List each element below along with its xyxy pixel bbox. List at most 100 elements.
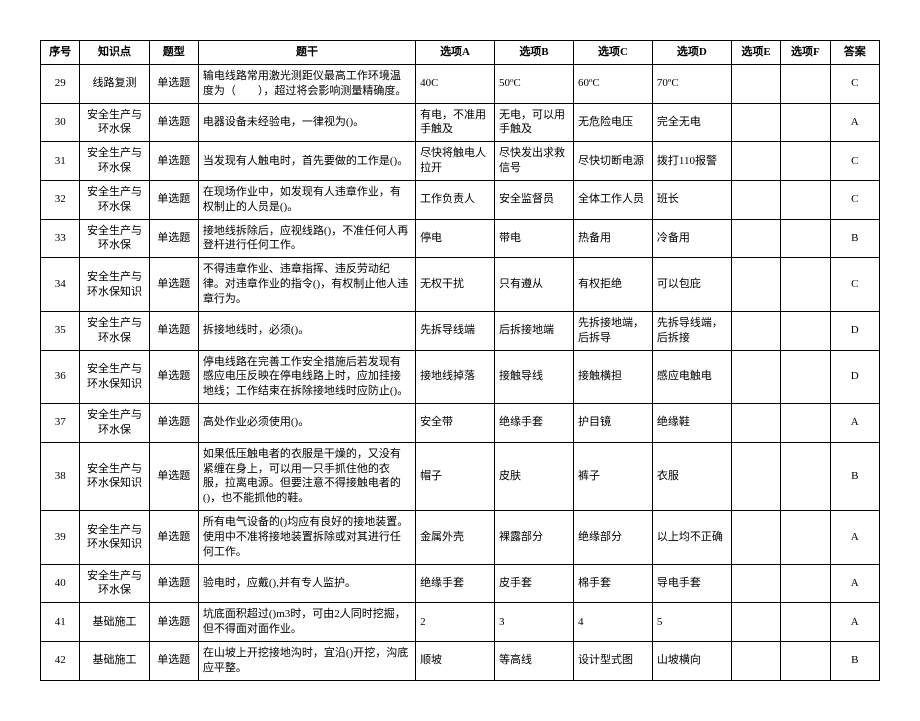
cell-ans: D <box>830 311 879 350</box>
cell-seq: 35 <box>41 311 80 350</box>
cell-C: 热备用 <box>573 219 652 258</box>
cell-E <box>731 442 780 510</box>
cell-stem: 输电线路常用激光测距仪最高工作环境温度为（ ），超过将会影响测量精确度。 <box>198 64 415 103</box>
cell-E <box>731 258 780 312</box>
cell-A: 接地线掉落 <box>416 350 495 404</box>
cell-stem: 接地线拆除后，应视线路()，不准任何人再登杆进行任何工作。 <box>198 219 415 258</box>
cell-C: 裤子 <box>573 442 652 510</box>
cell-E <box>731 642 780 681</box>
col-stem: 题干 <box>198 41 415 65</box>
cell-ans: B <box>830 442 879 510</box>
cell-type: 单选题 <box>149 404 198 443</box>
cell-kp: 安全生产与环水保 <box>80 564 149 603</box>
cell-B: 只有遵从 <box>495 258 574 312</box>
cell-B: 绝缘手套 <box>495 404 574 443</box>
cell-seq: 34 <box>41 258 80 312</box>
col-kp: 知识点 <box>80 41 149 65</box>
cell-stem: 拆接地线时，必须()。 <box>198 311 415 350</box>
cell-C: 60ºC <box>573 64 652 103</box>
cell-A: 40C <box>416 64 495 103</box>
table-row: 31安全生产与环水保单选题当发现有人触电时，首先要做的工作是()。尽快将触电人拉… <box>41 142 880 181</box>
cell-C: 绝缘部分 <box>573 511 652 565</box>
table-row: 34安全生产与环水保知识单选题不得违章作业、违章指挥、违反劳动纪律。对违章作业的… <box>41 258 880 312</box>
cell-D: 完全无电 <box>652 103 731 142</box>
cell-ans: B <box>830 219 879 258</box>
cell-type: 单选题 <box>149 258 198 312</box>
cell-D: 感应电触电 <box>652 350 731 404</box>
cell-B: 等高线 <box>495 642 574 681</box>
cell-F <box>781 404 830 443</box>
cell-D: 衣服 <box>652 442 731 510</box>
cell-E <box>731 311 780 350</box>
cell-stem: 坑底面积超过()m3时，可由2人同时挖掘，但不得面对面作业。 <box>198 603 415 642</box>
cell-type: 单选题 <box>149 564 198 603</box>
cell-E <box>731 603 780 642</box>
cell-ans: C <box>830 180 879 219</box>
cell-seq: 37 <box>41 404 80 443</box>
cell-seq: 29 <box>41 64 80 103</box>
cell-kp: 安全生产与环水保 <box>80 219 149 258</box>
cell-E <box>731 350 780 404</box>
cell-C: 棉手套 <box>573 564 652 603</box>
cell-type: 单选题 <box>149 180 198 219</box>
table-row: 35安全生产与环水保单选题拆接地线时，必须()。先拆导线端后拆接地端先拆接地端，… <box>41 311 880 350</box>
cell-B: 无电，可以用手触及 <box>495 103 574 142</box>
cell-A: 停电 <box>416 219 495 258</box>
cell-stem: 如果低压触电者的衣服是干燥的，又没有紧缠在身上，可以用一只手抓住他的衣服，拉离电… <box>198 442 415 510</box>
cell-A: 金属外壳 <box>416 511 495 565</box>
cell-ans: A <box>830 511 879 565</box>
cell-kp: 安全生产与环水保知识 <box>80 350 149 404</box>
cell-D: 70ºC <box>652 64 731 103</box>
cell-kp: 安全生产与环水保 <box>80 404 149 443</box>
cell-B: 裸露部分 <box>495 511 574 565</box>
cell-A: 先拆导线端 <box>416 311 495 350</box>
cell-D: 5 <box>652 603 731 642</box>
cell-seq: 30 <box>41 103 80 142</box>
cell-seq: 33 <box>41 219 80 258</box>
cell-D: 以上均不正确 <box>652 511 731 565</box>
cell-ans: C <box>830 142 879 181</box>
cell-type: 单选题 <box>149 219 198 258</box>
cell-C: 先拆接地端，后拆导 <box>573 311 652 350</box>
col-seq: 序号 <box>41 41 80 65</box>
cell-stem: 所有电气设备的()均应有良好的接地装置。使用中不准将接地装置拆除或对其进行任何工… <box>198 511 415 565</box>
cell-D: 导电手套 <box>652 564 731 603</box>
cell-stem: 高处作业必须使用()。 <box>198 404 415 443</box>
cell-ans: A <box>830 603 879 642</box>
cell-F <box>781 642 830 681</box>
cell-D: 班长 <box>652 180 731 219</box>
cell-B: 50ºC <box>495 64 574 103</box>
col-optC: 选项C <box>573 41 652 65</box>
cell-kp: 安全生产与环水保 <box>80 311 149 350</box>
col-optF: 选项F <box>781 41 830 65</box>
cell-E <box>731 103 780 142</box>
cell-E <box>731 142 780 181</box>
cell-C: 有权拒绝 <box>573 258 652 312</box>
table-body: 29线路复测单选题输电线路常用激光测距仪最高工作环境温度为（ ），超过将会影响测… <box>41 64 880 680</box>
cell-A: 安全带 <box>416 404 495 443</box>
cell-A: 2 <box>416 603 495 642</box>
cell-A: 工作负责人 <box>416 180 495 219</box>
cell-ans: D <box>830 350 879 404</box>
cell-D: 冷备用 <box>652 219 731 258</box>
cell-A: 无权干扰 <box>416 258 495 312</box>
cell-F <box>781 442 830 510</box>
cell-kp: 安全生产与环水保 <box>80 142 149 181</box>
cell-D: 拨打110报警 <box>652 142 731 181</box>
cell-kp: 安全生产与环水保 <box>80 180 149 219</box>
cell-E <box>731 564 780 603</box>
cell-ans: A <box>830 564 879 603</box>
cell-seq: 31 <box>41 142 80 181</box>
table-row: 33安全生产与环水保单选题接地线拆除后，应视线路()，不准任何人再登杆进行任何工… <box>41 219 880 258</box>
cell-type: 单选题 <box>149 103 198 142</box>
cell-seq: 32 <box>41 180 80 219</box>
cell-kp: 安全生产与环水保知识 <box>80 511 149 565</box>
table-row: 38安全生产与环水保知识单选题如果低压触电者的衣服是干燥的，又没有紧缠在身上，可… <box>41 442 880 510</box>
question-table: 序号 知识点 题型 题干 选项A 选项B 选项C 选项D 选项E 选项F 答案 … <box>40 40 880 681</box>
cell-kp: 安全生产与环水保 <box>80 103 149 142</box>
cell-F <box>781 64 830 103</box>
cell-seq: 38 <box>41 442 80 510</box>
col-optE: 选项E <box>731 41 780 65</box>
cell-F <box>781 511 830 565</box>
cell-seq: 42 <box>41 642 80 681</box>
